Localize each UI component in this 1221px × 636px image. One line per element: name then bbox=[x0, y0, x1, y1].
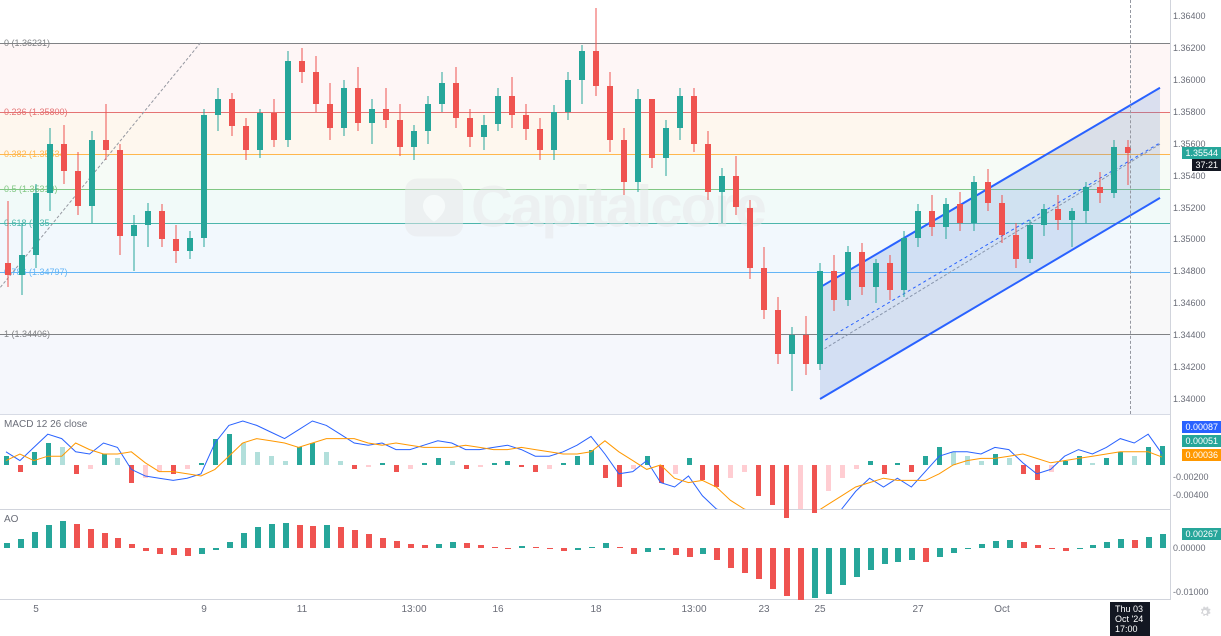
x-axis-tick: 16 bbox=[492, 604, 503, 615]
x-axis-tick: 13:00 bbox=[681, 604, 706, 615]
x-axis-tick: 9 bbox=[201, 604, 207, 615]
macd-line-badge: 0.00051 bbox=[1182, 435, 1221, 447]
x-axis-tick: 13:00 bbox=[401, 604, 426, 615]
main-price-chart[interactable]: Capitalcore 0 (1.36231)0.236 (1.35800)0.… bbox=[0, 0, 1170, 415]
x-axis-tick: 27 bbox=[912, 604, 923, 615]
ao-y-axis: 0.00267 0.00000-0.01000 bbox=[1170, 510, 1221, 600]
macd-y-axis: 0.00087 0.00051 0.00036 -0.00200-0.00400 bbox=[1170, 415, 1221, 510]
crosshair-vertical bbox=[1130, 0, 1131, 414]
macd-panel[interactable]: MACD 12 26 close bbox=[0, 415, 1170, 510]
current-price-badge: 1.35544 bbox=[1182, 147, 1221, 159]
countdown-badge: 37:21 bbox=[1192, 159, 1221, 171]
settings-icon[interactable] bbox=[1199, 606, 1211, 618]
x-axis-tick: 18 bbox=[590, 604, 601, 615]
macd-hist-badge: 0.00087 bbox=[1182, 421, 1221, 433]
x-axis-tick: 11 bbox=[297, 604, 307, 615]
candlestick-series bbox=[0, 0, 1170, 414]
price-y-axis[interactable]: 1.364001.362001.360001.358001.356001.354… bbox=[1170, 0, 1221, 415]
ao-label: AO bbox=[4, 514, 18, 525]
x-axis-tick: Oct bbox=[994, 604, 1010, 615]
crosshair-time-badge: Thu 03 Oct '24 17:00 bbox=[1110, 602, 1150, 636]
x-axis-tick: 23 bbox=[758, 604, 769, 615]
x-axis-tick: 5 bbox=[33, 604, 39, 615]
chart-container: Capitalcore 0 (1.36231)0.236 (1.35800)0.… bbox=[0, 0, 1221, 625]
time-x-axis[interactable]: 591113:00161813:00232527Oct Thu 03 Oct '… bbox=[0, 600, 1170, 625]
macd-sig-badge: 0.00036 bbox=[1182, 449, 1221, 461]
ao-badge: 0.00267 bbox=[1182, 528, 1221, 540]
macd-label: MACD 12 26 close bbox=[4, 419, 87, 430]
ao-panel[interactable]: AO bbox=[0, 510, 1170, 600]
macd-lines bbox=[0, 415, 1170, 509]
x-axis-tick: 25 bbox=[814, 604, 825, 615]
